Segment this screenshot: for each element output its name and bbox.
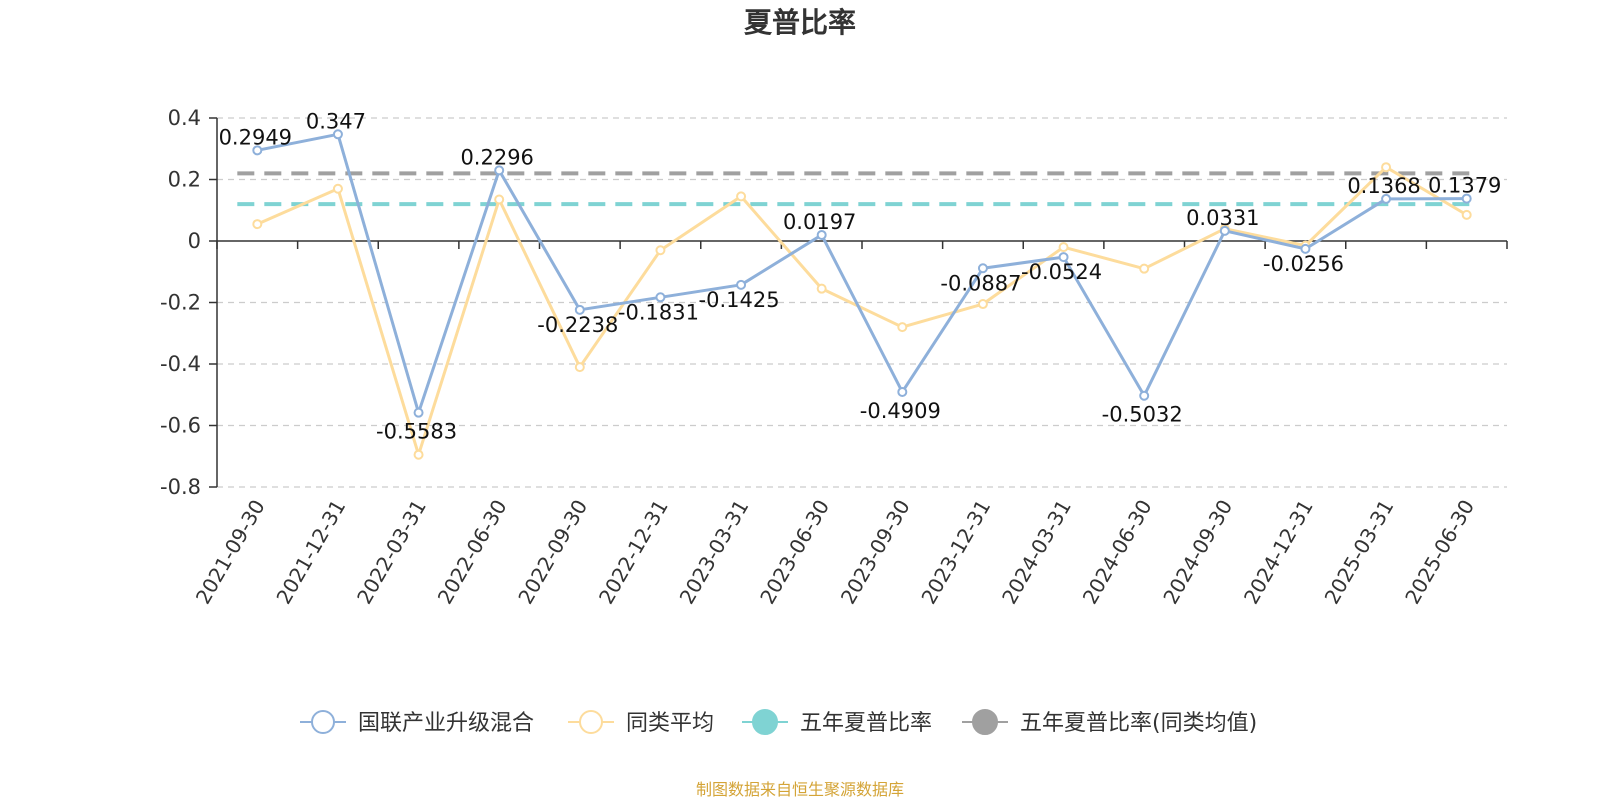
fund-point[interactable] (736, 279, 747, 290)
fund-point[interactable] (1381, 193, 1392, 204)
data-label: -0.0256 (1263, 252, 1344, 276)
fund-point[interactable] (1139, 390, 1150, 401)
fund-point[interactable] (1461, 193, 1472, 204)
fund-point[interactable] (1300, 243, 1311, 254)
legend-item-peer-average[interactable]: 同类平均 (568, 710, 714, 736)
peer-point[interactable] (252, 219, 263, 230)
x-tick-label: 2024-12-31 (1239, 496, 1318, 609)
x-tick-label: 2022-06-30 (433, 496, 512, 609)
y-tick-label: -0.2 (160, 291, 201, 315)
data-label: -0.0887 (940, 271, 1021, 295)
peer-point[interactable] (1461, 209, 1472, 220)
data-label: 0.347 (306, 109, 366, 133)
peer-point[interactable] (494, 194, 505, 205)
peer-point[interactable] (897, 322, 908, 333)
legend-item-five-year-sharpe-peer[interactable]: 五年夏普比率(同类均值) (962, 709, 1257, 736)
data-label: 0.1368 (1347, 174, 1420, 198)
y-tick-label: 0 (188, 229, 201, 253)
x-tick-label: 2021-09-30 (191, 496, 270, 609)
data-label: 0.2296 (460, 145, 533, 169)
x-tick-label: 2022-03-31 (352, 496, 431, 609)
legend-label: 同类平均 (626, 711, 714, 736)
legend-item-five-year-sharpe[interactable]: 五年夏普比率 (742, 709, 932, 736)
x-tick-label: 2024-06-30 (1078, 496, 1157, 609)
x-tick-label: 2022-09-30 (513, 496, 592, 609)
legend-marker-icon (752, 709, 778, 735)
x-tick-label: 2024-09-30 (1158, 496, 1237, 609)
data-labels: 0.29490.347-0.55830.2296-0.2238-0.1831-0… (219, 109, 1502, 443)
fund-point[interactable] (413, 407, 424, 418)
fund-point[interactable] (252, 145, 263, 156)
data-label: -0.2238 (537, 313, 618, 337)
peer-point[interactable] (736, 191, 747, 202)
data-label: 0.1379 (1428, 174, 1501, 198)
y-tick-label: -0.4 (160, 352, 201, 376)
legend[interactable]: 国联产业升级混合 同类平均 五年夏普比率 五年夏普比率(同类均值) (300, 709, 1257, 736)
y-tick-label: 0.2 (168, 168, 201, 192)
peer-point[interactable] (655, 245, 666, 256)
peer-point[interactable] (816, 283, 827, 294)
data-label: -0.4909 (860, 399, 941, 423)
legend-label: 五年夏普比率(同类均值) (1020, 711, 1257, 736)
data-label: -0.0524 (1021, 260, 1102, 284)
x-tick-label: 2021-12-31 (271, 496, 350, 609)
series-lines (252, 129, 1472, 460)
y-tick-label: 0.4 (168, 106, 201, 130)
x-tick-label: 2023-09-30 (836, 496, 915, 609)
peer-point[interactable] (413, 449, 424, 460)
data-label: 0.0331 (1186, 206, 1259, 230)
data-label: -0.5032 (1102, 403, 1183, 427)
peer-average-line (256, 165, 1468, 457)
legend-label: 国联产业升级混合 (358, 711, 534, 736)
fund-point[interactable] (1058, 252, 1069, 263)
peer-point[interactable] (1139, 263, 1150, 274)
fund-point[interactable] (574, 304, 585, 315)
x-tick-label: 2024-03-31 (997, 496, 1076, 609)
peer-point[interactable] (1058, 242, 1069, 253)
y-axis: 0.4 0.2 0 -0.2 -0.4 -0.6 -0.8 (160, 106, 218, 499)
legend-label: 五年夏普比率 (800, 711, 932, 736)
data-label: -0.5583 (376, 420, 457, 444)
fund-point[interactable] (494, 165, 505, 176)
legend-marker-icon (972, 709, 998, 735)
legend-marker-icon (579, 710, 603, 734)
fund-point[interactable] (1219, 225, 1230, 236)
x-tick-label: 2023-06-30 (755, 496, 834, 609)
x-tick-label: 2022-12-31 (594, 496, 673, 609)
peer-point[interactable] (977, 299, 988, 310)
y-tick-label: -0.8 (160, 475, 201, 499)
fund-point[interactable] (897, 386, 908, 397)
chart-title: 夏普比率 (744, 6, 856, 39)
data-label: 0.0197 (783, 210, 856, 234)
x-tick-label: 2025-06-30 (1400, 496, 1479, 609)
data-label: 0.2949 (219, 125, 292, 149)
fund-point[interactable] (332, 129, 343, 140)
data-label: -0.1831 (618, 300, 699, 324)
fund-point[interactable] (816, 229, 827, 240)
legend-marker-icon (311, 710, 335, 734)
source-note: 制图数据来自恒生聚源数据库 (696, 780, 904, 799)
reference-lines (237, 171, 1472, 207)
x-tick-label: 2023-12-31 (916, 496, 995, 609)
fund-point[interactable] (655, 292, 666, 303)
x-tick-label: 2025-03-31 (1319, 496, 1398, 609)
data-label: -0.1425 (699, 288, 780, 312)
grid-lines (217, 117, 1507, 488)
peer-point[interactable] (574, 362, 585, 373)
y-tick-label: -0.6 (160, 414, 201, 438)
legend-item-fund[interactable]: 国联产业升级混合 (300, 710, 534, 736)
peer-point[interactable] (1381, 162, 1392, 173)
x-tick-label: 2023-03-31 (674, 496, 753, 609)
peer-point[interactable] (332, 183, 343, 194)
fund-point[interactable] (977, 263, 988, 274)
fund-series-line (257, 132, 1467, 415)
